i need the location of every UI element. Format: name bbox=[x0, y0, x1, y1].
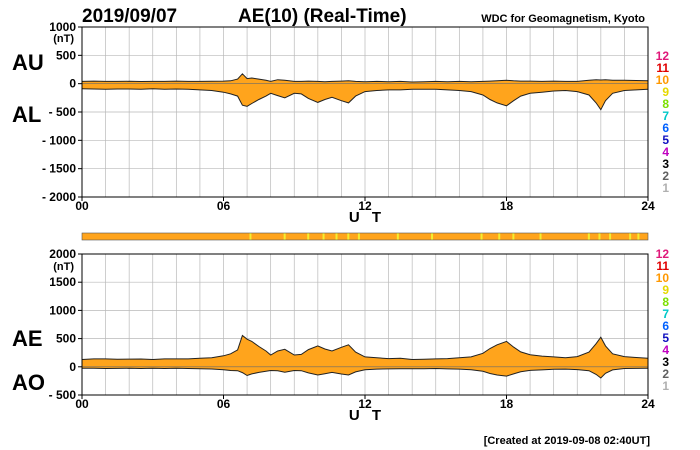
level-legend-item: 5 bbox=[662, 331, 669, 345]
au-label: AU bbox=[12, 50, 44, 75]
level-legend-item: 12 bbox=[656, 49, 670, 63]
band-highlight bbox=[587, 233, 590, 240]
band-highlight bbox=[396, 233, 399, 240]
level-legend-item: 9 bbox=[662, 283, 669, 297]
y-tick-label: - 500 bbox=[49, 105, 77, 119]
level-legend-item: 6 bbox=[662, 121, 669, 135]
level-legend-item: 12 bbox=[656, 247, 670, 261]
y-tick-label: 0 bbox=[69, 77, 76, 91]
x-tick-label: 24 bbox=[641, 199, 655, 213]
series-line-ae bbox=[81, 334, 649, 361]
x-tick-label: 06 bbox=[217, 397, 231, 411]
date-label: 2019/09/07 bbox=[82, 6, 177, 27]
band-highlight bbox=[629, 233, 632, 240]
level-legend-item: 7 bbox=[662, 109, 669, 123]
ao-label: AO bbox=[12, 370, 45, 395]
level-legend-item: 7 bbox=[662, 307, 669, 321]
y-tick-label: 500 bbox=[56, 332, 76, 346]
quality-color-band bbox=[81, 232, 649, 241]
x-tick-label: 12 bbox=[358, 199, 372, 213]
band-highlight bbox=[335, 233, 338, 240]
band-highlight bbox=[598, 233, 601, 240]
level-legend-item: 8 bbox=[662, 295, 669, 309]
band-highlight bbox=[609, 233, 612, 240]
band-highlight bbox=[480, 233, 483, 240]
al-label: AL bbox=[12, 102, 41, 127]
band-base bbox=[82, 233, 648, 240]
level-legend-item: 11 bbox=[656, 61, 669, 75]
y-tick-label: - 2000 bbox=[42, 190, 76, 204]
level-legend-item: 2 bbox=[662, 169, 669, 183]
y-tick-label: 1500 bbox=[49, 275, 76, 289]
unit-label-top: (nT) bbox=[53, 33, 74, 45]
x-axis-label-bottom: U T bbox=[349, 407, 385, 424]
level-legend-item: 9 bbox=[662, 85, 669, 99]
band-highlight bbox=[322, 233, 325, 240]
chart-title: AE(10) (Real-Time) bbox=[238, 6, 407, 27]
level-legend-item: 8 bbox=[662, 97, 669, 111]
y-tick-label: - 500 bbox=[49, 388, 77, 402]
level-legend-item: 5 bbox=[662, 133, 669, 147]
y-tick-label: 0 bbox=[69, 360, 76, 374]
band-highlight bbox=[283, 233, 286, 240]
series-line-au bbox=[81, 73, 649, 83]
band-highlight bbox=[498, 233, 501, 240]
ae-label: AE bbox=[12, 326, 43, 351]
level-legend-item: 6 bbox=[662, 319, 669, 333]
level-legend-item: 10 bbox=[656, 73, 670, 87]
x-axis-label-top: U T bbox=[349, 209, 385, 226]
series-area-fill bbox=[82, 335, 648, 378]
level-legend-item: 4 bbox=[662, 343, 669, 357]
x-tick-label: 00 bbox=[75, 397, 89, 411]
y-tick-label: - 1500 bbox=[42, 162, 76, 176]
x-tick-label: 00 bbox=[75, 199, 89, 213]
level-legend-item: 2 bbox=[662, 367, 669, 381]
y-tick-label: 1000 bbox=[49, 303, 76, 317]
level-legend-item: 3 bbox=[662, 157, 669, 171]
x-tick-label: 24 bbox=[641, 397, 655, 411]
series-line-al bbox=[81, 88, 649, 111]
y-tick-label: - 1000 bbox=[42, 133, 76, 147]
series-area-fill bbox=[82, 73, 648, 110]
level-legend-item: 11 bbox=[656, 259, 669, 273]
level-legend-item: 3 bbox=[662, 355, 669, 369]
level-legend-item: 1 bbox=[662, 181, 669, 195]
level-legend-item: 1 bbox=[662, 379, 669, 393]
level-legend-item: 10 bbox=[656, 271, 670, 285]
x-tick-label: 18 bbox=[500, 199, 514, 213]
source-label: WDC for Geomagnetism, Kyoto bbox=[481, 13, 645, 25]
band-highlight bbox=[539, 233, 542, 240]
level-legend-item: 4 bbox=[662, 145, 669, 159]
x-tick-label: 12 bbox=[358, 397, 372, 411]
y-tick-label: 1000 bbox=[49, 20, 76, 34]
y-tick-label: 500 bbox=[56, 48, 76, 62]
band-highlight bbox=[347, 233, 350, 240]
band-frame bbox=[81, 232, 649, 241]
created-timestamp: [Created at 2019-09-08 02:40UT] bbox=[484, 435, 651, 447]
y-tick-label: 2000 bbox=[49, 247, 76, 261]
band-highlight bbox=[249, 233, 252, 240]
band-highlight bbox=[357, 233, 360, 240]
band-highlight bbox=[512, 233, 515, 240]
band-highlight bbox=[307, 233, 310, 240]
unit-label-bottom: (nT) bbox=[53, 261, 74, 273]
series-line-ao bbox=[82, 367, 649, 379]
band-highlight bbox=[431, 233, 434, 240]
x-tick-label: 06 bbox=[217, 199, 231, 213]
x-tick-label: 18 bbox=[500, 397, 514, 411]
band-highlight bbox=[637, 233, 640, 240]
